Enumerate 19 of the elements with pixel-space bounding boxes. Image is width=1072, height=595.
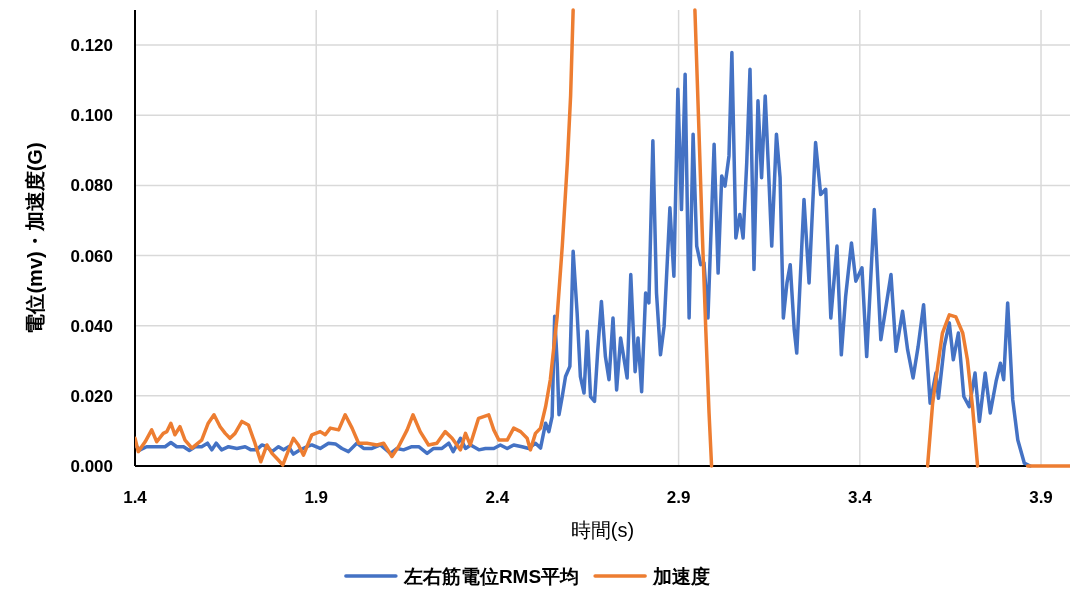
legend-label: 加速度 (652, 566, 711, 587)
line-series (693, 8, 714, 468)
y-tick-label: 0.020 (70, 386, 113, 406)
x-tick-label: 3.4 (847, 488, 873, 507)
x-axis-title: 時間(s) (570, 519, 635, 541)
y-tick-label: 0.080 (70, 176, 113, 196)
x-tick-label: 2.9 (666, 488, 691, 507)
y-tick-label: 0.000 (70, 457, 113, 476)
y-axis-title: 電位(mv)・加速度(G) (24, 142, 46, 334)
x-tick-label: 2.4 (485, 488, 510, 507)
y-tick-label: 0.120 (70, 36, 113, 56)
x-tick-label: 1.9 (304, 488, 329, 507)
y-tick-label: 0.060 (70, 246, 113, 266)
line-series (925, 313, 980, 468)
x-tick-label: 1.4 (123, 488, 148, 507)
y-tick-label: 0.040 (70, 316, 113, 336)
y-tick-label: 0.100 (70, 106, 113, 126)
legend-label: 左右筋電位RMS平均 (402, 566, 580, 587)
x-tick-label: 3.9 (1029, 488, 1053, 507)
